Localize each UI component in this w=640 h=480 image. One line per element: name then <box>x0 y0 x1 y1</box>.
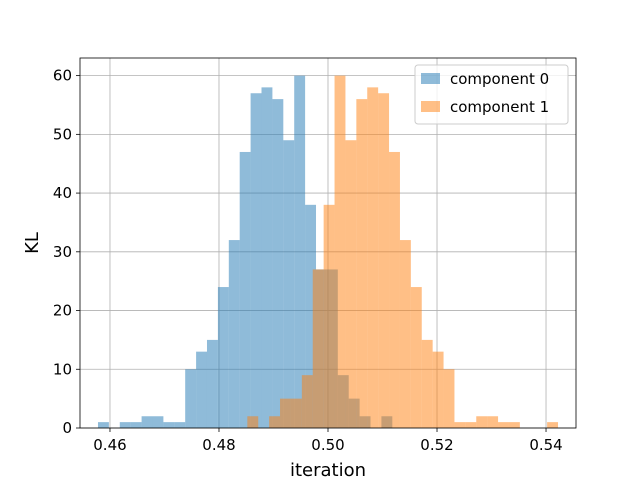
x-tick-label: 0.52 <box>420 436 453 454</box>
histogram-bar <box>280 398 291 428</box>
histogram-bar <box>217 287 229 428</box>
y-tick-label: 40 <box>53 184 72 202</box>
histogram-bar <box>130 422 142 428</box>
y-axis-label: KL <box>22 232 43 254</box>
legend-swatch-component-1 <box>421 101 440 112</box>
legend-label-component-1: component 1 <box>450 98 549 116</box>
y-tick-label: 50 <box>53 125 72 143</box>
histogram-bar <box>294 75 306 428</box>
histogram-bar <box>345 140 357 428</box>
x-axis-ticks: 0.46 0.48 0.50 0.52 0.54 <box>93 428 563 454</box>
histogram-bar <box>261 87 273 428</box>
histogram-bar <box>290 398 302 428</box>
x-axis-label: iteration <box>290 460 366 480</box>
y-tick-label: 60 <box>53 67 72 85</box>
histogram-bar <box>185 369 197 428</box>
series-component-1 <box>247 75 559 428</box>
histogram-bar <box>367 87 379 428</box>
y-axis-ticks: 0 10 20 30 40 50 60 <box>53 67 80 437</box>
legend-label-component-0: component 0 <box>450 70 549 88</box>
histogram-bar <box>399 240 411 428</box>
histogram-bar <box>119 422 131 428</box>
histogram-bar <box>206 339 218 428</box>
y-tick-label: 30 <box>53 243 72 261</box>
x-tick-label: 0.46 <box>93 436 126 454</box>
y-tick-label: 20 <box>53 302 72 320</box>
histogram-bar <box>487 416 499 428</box>
histogram-bar <box>312 269 324 428</box>
histogram-bar <box>272 99 284 428</box>
histogram-bar <box>97 422 109 428</box>
histogram-bar <box>250 93 262 428</box>
histogram-bar <box>421 339 433 428</box>
histogram-bar <box>228 240 240 428</box>
histogram-bar <box>269 416 281 428</box>
legend: component 0 component 1 <box>414 64 569 125</box>
histogram-bar <box>174 422 186 428</box>
histogram-bar <box>410 287 422 428</box>
y-tick-label: 0 <box>62 419 72 437</box>
y-tick-label: 10 <box>53 360 72 378</box>
histogram-bar <box>432 351 444 428</box>
histogram-bar <box>454 422 466 428</box>
histogram-bar <box>334 75 346 428</box>
histogram-bar <box>305 204 317 428</box>
histogram-bar <box>239 151 251 428</box>
histogram-bar <box>389 151 400 428</box>
histogram-bar <box>152 416 164 428</box>
x-tick-label: 0.50 <box>311 436 344 454</box>
histogram-bar <box>465 422 477 428</box>
histogram-bar <box>247 416 259 428</box>
series-component-0 <box>97 75 393 428</box>
histogram-bar <box>323 204 335 428</box>
histogram-bar <box>508 422 520 428</box>
x-tick-label: 0.48 <box>202 436 235 454</box>
histogram-bar <box>498 422 509 428</box>
x-tick-label: 0.54 <box>529 436 562 454</box>
histogram-bar <box>163 422 175 428</box>
histogram-bar <box>476 416 488 428</box>
histogram-bar <box>283 140 295 428</box>
histogram-bar <box>301 375 313 428</box>
histogram-bar <box>547 422 559 428</box>
histogram-bar <box>196 351 207 428</box>
histogram-bar <box>443 369 455 428</box>
histogram-bars <box>97 75 559 428</box>
histogram-bar <box>378 93 390 428</box>
histogram-bar <box>141 416 153 428</box>
histogram-bar <box>356 99 368 428</box>
legend-swatch-component-0 <box>421 73 440 84</box>
legend-box <box>414 64 569 125</box>
